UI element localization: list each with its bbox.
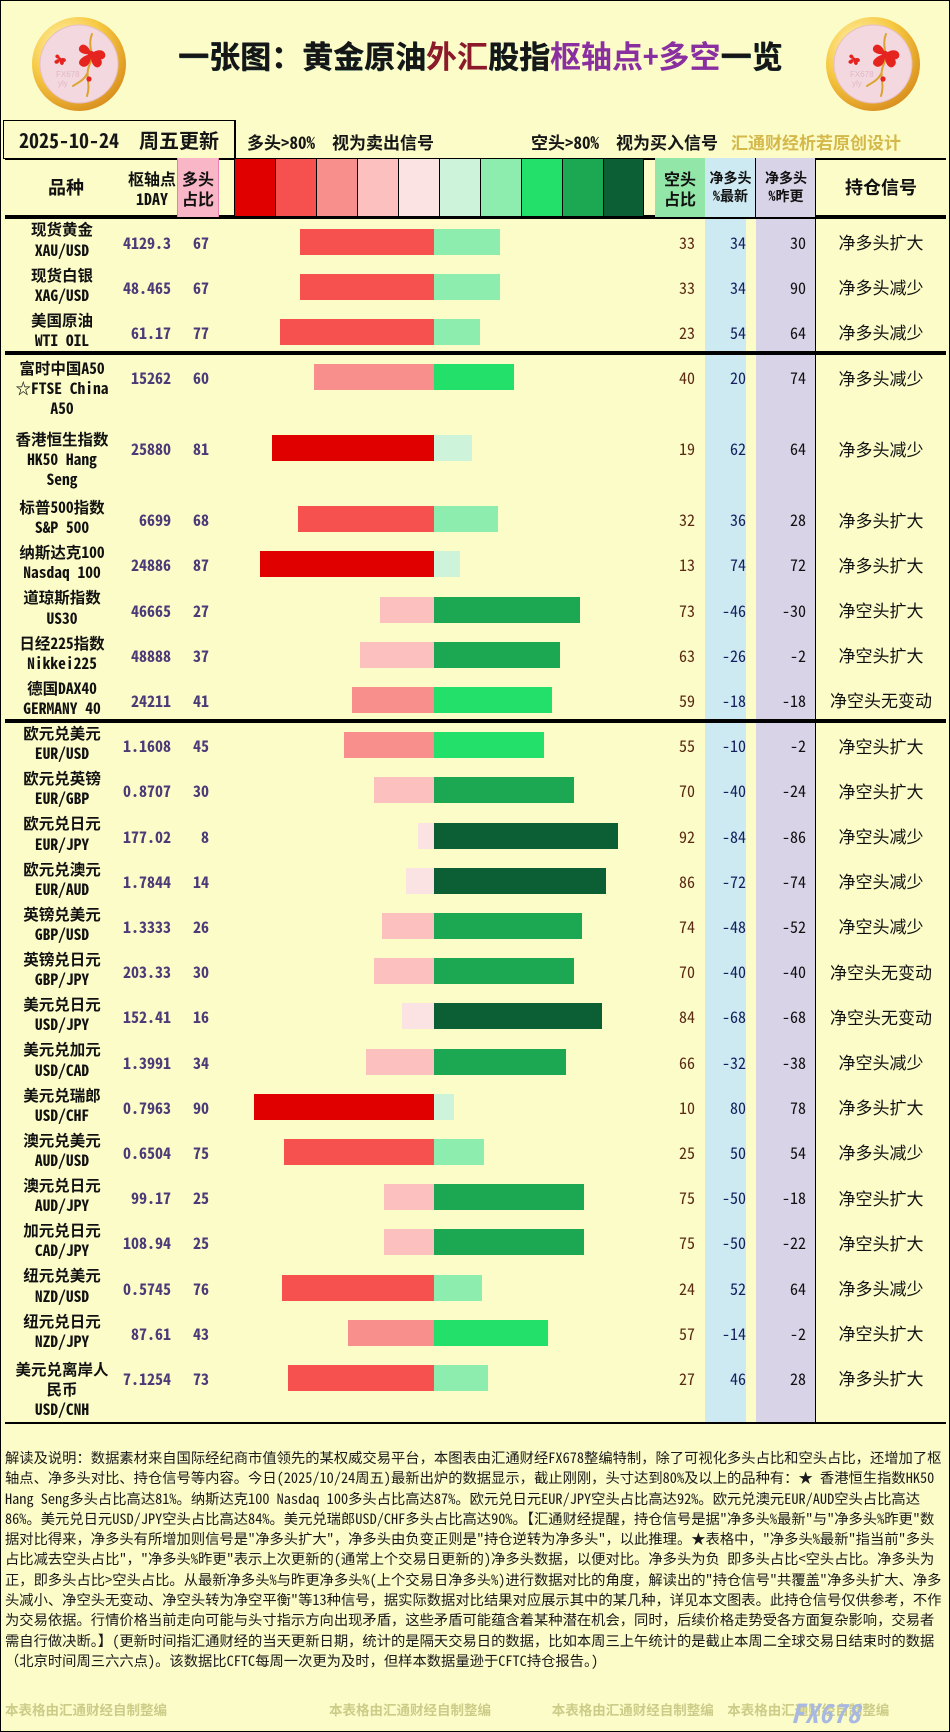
svg-text:yly: yly bbox=[58, 79, 68, 88]
svg-text:FX678: FX678 bbox=[56, 70, 80, 79]
svg-text:yly: yly bbox=[852, 79, 862, 88]
